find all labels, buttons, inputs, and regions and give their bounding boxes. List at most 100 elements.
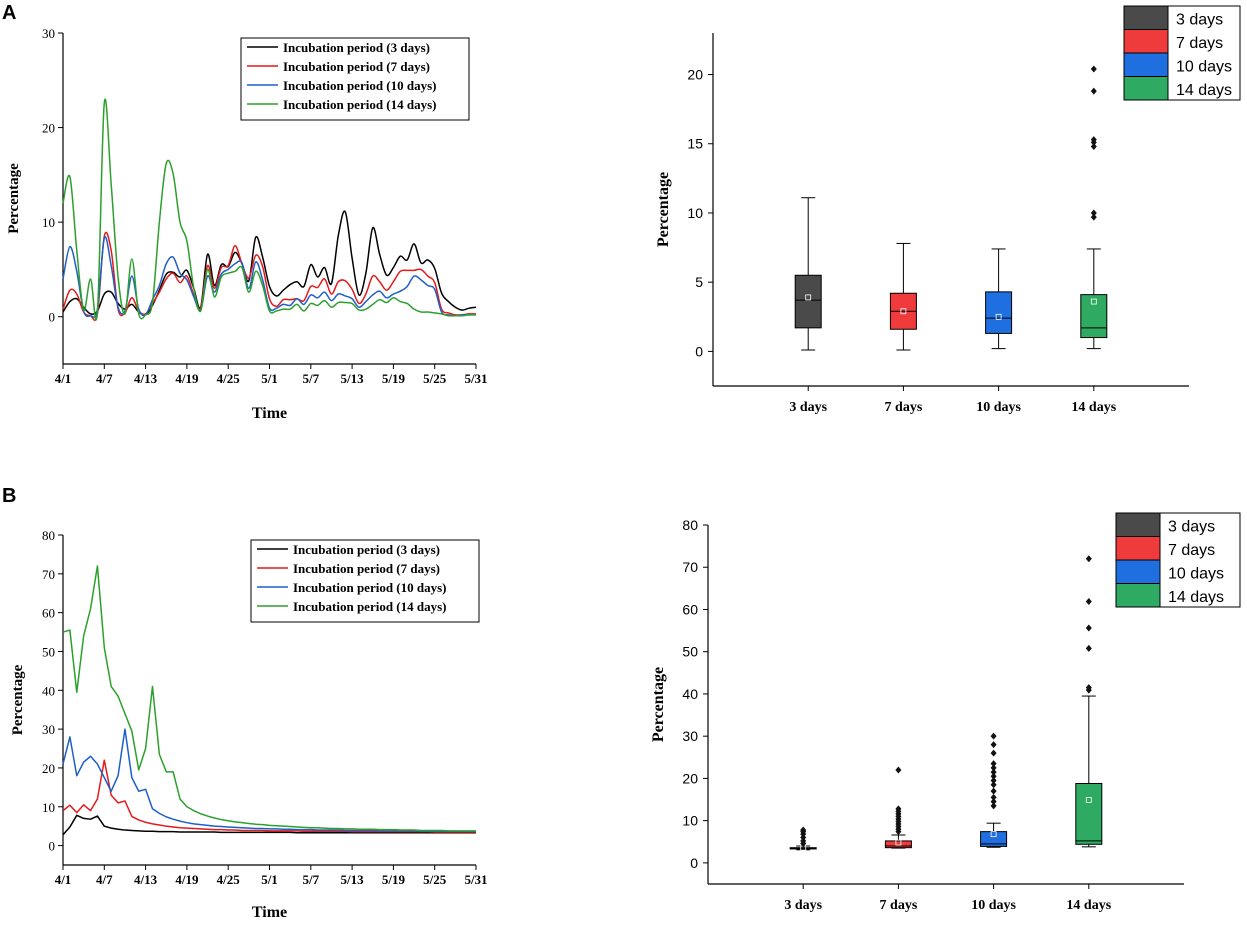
- outlier-point: [990, 741, 997, 749]
- x-tick-label: 5/1: [261, 371, 278, 386]
- outlier-point: [895, 766, 902, 774]
- legend-swatch: [1115, 559, 1161, 584]
- box-mean: [995, 313, 1002, 320]
- y-tick-label: 30: [42, 26, 55, 41]
- x-tick-label: 5/25: [423, 371, 447, 386]
- x-tick-label: 14 days: [1066, 898, 1111, 913]
- y-tick-label: 20: [682, 770, 698, 786]
- box-rect: [985, 291, 1013, 334]
- x-tick-label: 4/19: [175, 371, 199, 386]
- legend-box: [250, 539, 480, 623]
- y-tick-label: 80: [682, 517, 698, 533]
- x-tick-label: 7 days: [880, 898, 918, 913]
- x-tick-label: 5/7: [302, 872, 319, 887]
- x-tick-label: 3 days: [784, 898, 822, 913]
- outlier-point: [990, 768, 997, 776]
- y-tick-label: 70: [682, 559, 698, 575]
- x-tick-label: 4/25: [217, 872, 241, 887]
- legend-label: 10 days: [1176, 59, 1232, 76]
- legend-label: 10 days: [1168, 566, 1224, 583]
- series-line: [62, 210, 477, 316]
- legend-label: 3 days: [1168, 519, 1215, 536]
- y-axis-title: Percentage: [10, 664, 26, 735]
- series-line: [62, 814, 476, 836]
- legend-label: Incubation period (14 days): [283, 97, 437, 112]
- outlier-point: [990, 764, 997, 772]
- x-tick-label: 5/1: [261, 872, 278, 887]
- outlier-point: [990, 749, 997, 757]
- legend-label: 7 days: [1168, 542, 1215, 559]
- y-axis-title: Percentage: [655, 172, 672, 247]
- x-tick-label: 4/13: [134, 371, 158, 386]
- x-tick-label: 5/7: [302, 371, 319, 386]
- box-mean: [1085, 797, 1092, 803]
- y-tick-label: 50: [682, 644, 698, 660]
- x-tick-label: 10 days: [971, 898, 1016, 913]
- y-tick-label: 20: [42, 121, 55, 136]
- x-tick-label: 4/13: [134, 872, 158, 887]
- legend-box: [1115, 512, 1241, 608]
- series-line: [62, 759, 476, 833]
- outlier-point: [990, 760, 997, 768]
- series-line: [62, 728, 476, 832]
- outlier-point: [1085, 644, 1092, 652]
- legend-swatch: [1115, 583, 1161, 608]
- panel-label-a: A: [2, 2, 16, 24]
- y-tick-label: 40: [682, 686, 698, 702]
- legend-label: 14 days: [1176, 82, 1232, 99]
- outlier-point: [990, 781, 997, 789]
- legend-label: Incubation period (7 days): [283, 59, 430, 74]
- chart-b-line: 0 10 20 30 40 50 60 70 80 4/1 4/7 4/13 4/19 4/25 5/1 5/…: [10, 528, 488, 921]
- outlier-point: [990, 802, 997, 810]
- x-tick-label: 5/19: [382, 872, 406, 887]
- y-tick-label: 20: [42, 761, 55, 776]
- legend-label: Incubation period (14 days): [293, 599, 447, 614]
- outlier-point: [800, 826, 807, 834]
- legend-label: Incubation period (7 days): [293, 561, 440, 576]
- legend-swatch: [1123, 52, 1169, 77]
- legend-box: [240, 37, 470, 121]
- outlier-point: [1085, 624, 1092, 632]
- box-mean: [990, 831, 997, 838]
- chart-b-box: 0 10 20 30 40 50 60 70 80 3 days 7 days 10 days 14 d…: [650, 512, 1241, 913]
- outlier-point: [990, 787, 997, 795]
- series-line: [62, 98, 477, 321]
- y-tick-label: 20: [687, 67, 703, 83]
- x-tick-label: 10 days: [976, 400, 1021, 415]
- outlier-point: [1090, 213, 1097, 221]
- legend-box: [1123, 5, 1241, 101]
- y-axis-title: Percentage: [6, 163, 22, 234]
- outlier-point: [990, 798, 997, 806]
- y-tick-label: 10: [682, 813, 698, 829]
- outlier-point: [1085, 555, 1092, 563]
- outlier-point: [1085, 597, 1092, 605]
- x-tick-label: 5/31: [464, 371, 487, 386]
- box-rect: [884, 840, 912, 849]
- outlier-point: [1090, 209, 1097, 217]
- outlier-point: [1090, 136, 1097, 144]
- box-mean: [895, 839, 902, 846]
- legend-label: Incubation period (3 days): [293, 542, 440, 557]
- x-axis-title: Time: [252, 405, 287, 422]
- legend-swatch: [1115, 512, 1161, 537]
- y-axis-title: Percentage: [650, 667, 667, 742]
- y-tick-label: 0: [695, 343, 703, 359]
- y-tick-label: 0: [690, 855, 698, 871]
- x-tick-label: 14 days: [1071, 400, 1116, 415]
- x-tick-label: 4/7: [96, 872, 113, 887]
- outlier-point: [1090, 87, 1097, 95]
- legend-label: 7 days: [1176, 35, 1223, 52]
- outlier-point: [990, 777, 997, 785]
- legend-label: 3 days: [1176, 12, 1223, 29]
- x-tick-label: 4/25: [217, 371, 241, 386]
- x-tick-label: 5/25: [423, 872, 447, 887]
- series-line: [62, 565, 476, 832]
- x-axis-title: Time: [252, 904, 287, 921]
- legend-swatch: [1123, 29, 1169, 54]
- series-line: [62, 231, 477, 322]
- outlier-point: [990, 772, 997, 780]
- legend-swatch: [1123, 5, 1169, 30]
- y-tick-label: 40: [42, 683, 55, 698]
- box-mean: [805, 294, 812, 301]
